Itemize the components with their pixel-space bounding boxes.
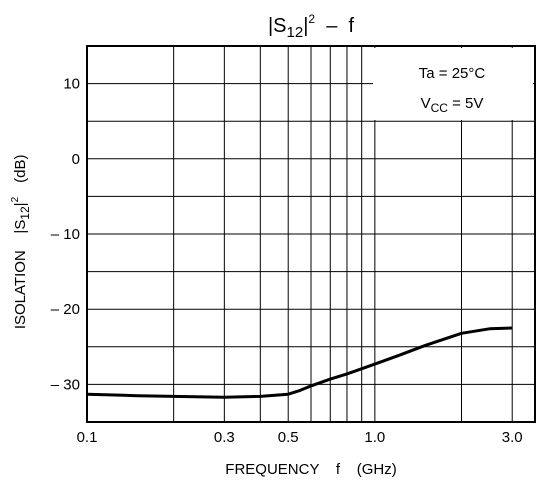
x-tick-label: 0.1 — [77, 429, 98, 446]
chart-title-close: | — [303, 15, 308, 37]
annotation-vcc: VCC = 5V — [421, 95, 484, 115]
x-tick-label: 0.5 — [278, 429, 299, 446]
annotation-vcc-base: V — [421, 95, 431, 112]
plot-frame — [86, 45, 536, 423]
legend-box — [373, 48, 533, 120]
annotation-ta: Ta = 25°C — [419, 65, 486, 82]
y-axis-label-close: | — [12, 202, 29, 206]
chart-title-tail: – f — [315, 15, 354, 37]
y-tick-label: – 20 — [51, 301, 80, 318]
y-axis-label-unit: (dB) — [12, 155, 29, 183]
x-tick-label: 3.0 — [502, 429, 523, 446]
y-axis-label-base: ISOLATION |S — [12, 220, 29, 329]
y-tick-label: – 10 — [51, 226, 80, 243]
chart-title: |S12|2 – f — [268, 12, 354, 41]
y-axis-label: ISOLATION |S12|2 (dB) — [10, 142, 32, 350]
y-axis-label-sub: 12 — [18, 206, 32, 220]
x-tick-labels: 0.1 0.3 0.5 1.0 3.0 — [77, 429, 523, 446]
chart-title-sub: 12 — [287, 24, 304, 41]
y-axis-label-sup: 2 — [10, 196, 21, 202]
chart-title-base: |S — [268, 15, 287, 37]
x-axis-label: FREQUENCY f (GHz) — [225, 461, 396, 478]
y-tick-label: 0 — [72, 151, 80, 168]
y-tick-labels: 10 0 – 10 – 20 – 30 — [51, 76, 80, 394]
x-tick-label: 1.0 — [364, 429, 385, 446]
isolation-curve — [86, 326, 513, 399]
y-tick-label: 10 — [63, 76, 80, 93]
chart-title-sup: 2 — [308, 12, 315, 26]
x-tick-label: 0.3 — [214, 429, 235, 446]
annotation-vcc-value: = 5V — [448, 95, 483, 112]
annotation-vcc-sub: CC — [431, 101, 449, 115]
y-tick-label: – 30 — [51, 376, 80, 393]
